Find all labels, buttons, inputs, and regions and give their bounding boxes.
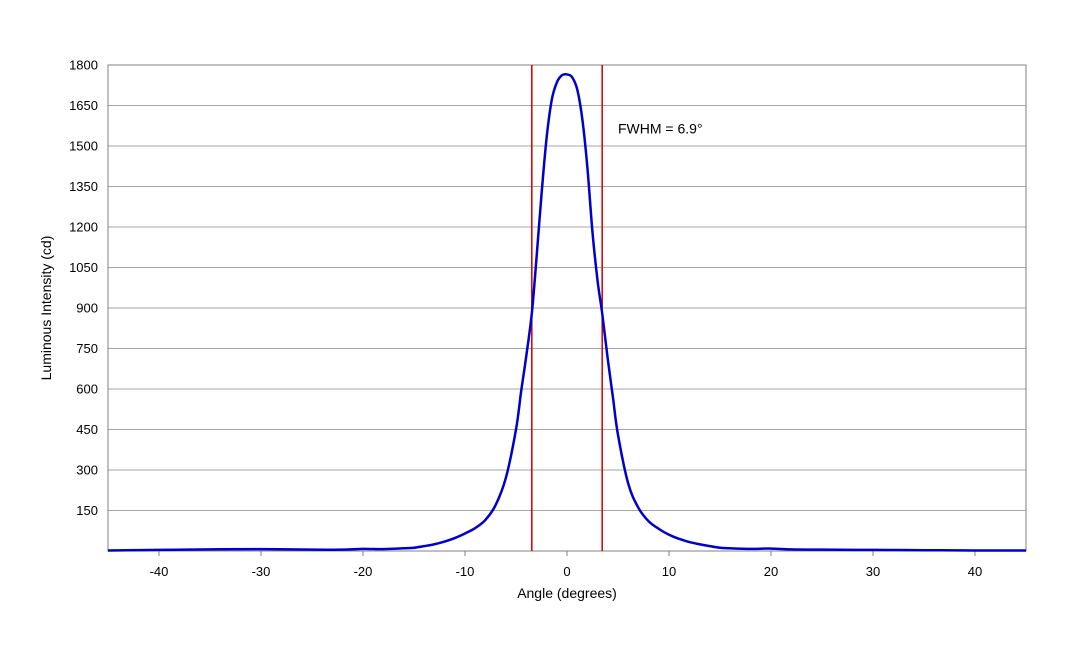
fwhm-annotation: FWHM = 6.9° [618, 120, 703, 136]
y-tick-label: 450 [76, 422, 98, 437]
y-tick-label: 1200 [69, 220, 98, 235]
x-tick-label: -20 [354, 564, 373, 579]
x-tick-label: 0 [563, 564, 570, 579]
x-tick-label: -10 [456, 564, 475, 579]
y-tick-label: 750 [76, 341, 98, 356]
y-tick-label: 600 [76, 382, 98, 397]
y-tick-label: 1350 [69, 179, 98, 194]
gridlines [108, 64, 1026, 511]
x-tick-label: -30 [252, 564, 271, 579]
x-axis-label: Angle (degrees) [517, 585, 617, 601]
y-tick-label: 1050 [69, 260, 98, 275]
y-tick-label: 300 [76, 463, 98, 478]
x-tick-labels: -40 -30 -20 -10 0 10 20 30 40 [150, 564, 983, 579]
series-group [107, 72, 1027, 552]
x-tick-label: 10 [662, 564, 676, 579]
x-tick-label: 30 [866, 564, 880, 579]
series-line [107, 72, 1027, 552]
y-tick-label: 150 [76, 503, 98, 518]
y-tick-label: 1650 [69, 98, 98, 113]
x-tick-label: 40 [968, 564, 982, 579]
y-tick-label: 1800 [69, 58, 98, 73]
x-tick-label: -40 [150, 564, 169, 579]
annotations: FWHM = 6.9° [618, 120, 703, 136]
y-tick-labels: 150 300 450 600 750 900 1050 1200 1350 1500 1650 18… [69, 58, 98, 519]
y-tick-label: 900 [76, 301, 98, 316]
y-axis-label: Luminous Intensity (cd) [38, 236, 54, 381]
y-tick-label: 1500 [69, 139, 98, 154]
x-axis [108, 550, 1026, 556]
x-tick-label: 20 [764, 564, 778, 579]
